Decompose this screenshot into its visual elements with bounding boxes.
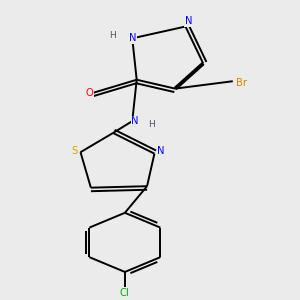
Text: O: O <box>85 88 93 98</box>
Text: S: S <box>71 146 78 156</box>
Text: Br: Br <box>236 78 247 88</box>
Text: H: H <box>110 32 116 40</box>
Text: N: N <box>157 146 165 156</box>
Text: N: N <box>185 16 192 26</box>
Text: N: N <box>131 116 139 126</box>
Text: N: N <box>128 33 136 43</box>
Text: Cl: Cl <box>120 288 130 298</box>
Text: H: H <box>148 120 155 129</box>
